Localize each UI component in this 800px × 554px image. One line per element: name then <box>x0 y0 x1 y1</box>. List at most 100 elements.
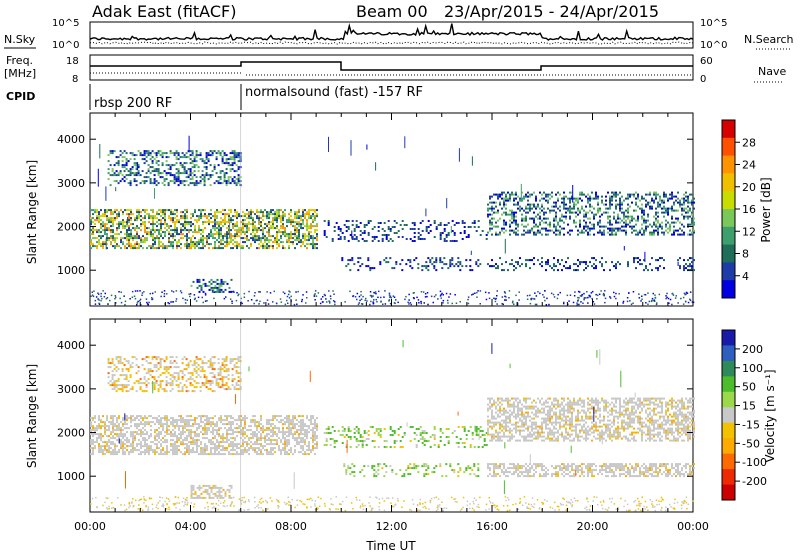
echo-cell <box>292 435 294 438</box>
echo-cell <box>206 421 208 424</box>
echo-cell <box>599 231 601 234</box>
echo-cell <box>417 267 420 270</box>
echo-cell <box>627 203 629 206</box>
echo-cell <box>663 231 665 234</box>
echo-cell <box>234 233 236 236</box>
echo-cell <box>186 237 188 240</box>
echo-cell <box>529 294 531 297</box>
echo-cell <box>200 421 202 424</box>
echo-cell <box>274 239 276 242</box>
echo-cell <box>228 415 230 418</box>
echo-cell <box>216 231 218 234</box>
echo-cell <box>445 240 448 242</box>
echo-cell <box>250 223 252 226</box>
echo-cell <box>534 292 536 294</box>
echo-cell <box>177 158 180 161</box>
echo-cell <box>198 453 200 456</box>
echo-cell <box>100 299 102 302</box>
echo-cell <box>280 235 282 238</box>
echo-streak <box>677 261 679 266</box>
echo-cell <box>488 292 490 294</box>
echo-cell <box>100 231 102 234</box>
echo-cell <box>145 176 148 179</box>
echo-cell <box>156 213 158 216</box>
nsky-panel: N.Sky 10^5 10^0 10^5 10^0 N.Search <box>4 18 794 51</box>
echo-cell <box>203 182 206 185</box>
echo-cell <box>164 215 166 218</box>
echo-cell <box>599 225 601 228</box>
echo-cell <box>116 233 118 236</box>
echo-cell <box>152 235 154 238</box>
echo-cell <box>504 295 506 298</box>
echo-cell <box>518 299 520 301</box>
echo-cell <box>647 292 649 294</box>
echo-cell <box>296 231 298 234</box>
echo-cell <box>178 445 180 448</box>
echo-cell <box>685 300 687 303</box>
echo-cell <box>186 425 188 428</box>
echo-cell <box>220 221 222 224</box>
echo-cell <box>238 213 240 216</box>
echo-cell <box>583 297 586 299</box>
echo-cell <box>495 211 497 214</box>
echo-cell <box>357 261 360 264</box>
echo-cell <box>477 265 480 268</box>
echo-cell <box>288 417 290 420</box>
echo-cell <box>236 419 238 422</box>
echo-cell <box>124 237 126 240</box>
echo-cell <box>194 441 196 444</box>
echo-cell <box>144 229 146 232</box>
echo-cell <box>204 213 206 216</box>
echo-cell <box>639 263 641 266</box>
echo-cell <box>274 211 276 214</box>
echo-cell <box>449 240 452 242</box>
echo-cell <box>643 211 645 214</box>
echo-cell <box>258 239 260 242</box>
echo-cell <box>537 217 539 220</box>
echo-cell <box>126 235 128 238</box>
echo-cell <box>489 223 491 226</box>
echo-cell <box>157 160 160 163</box>
echo-cell <box>575 199 577 202</box>
echo-cell <box>180 233 182 236</box>
echo-cell <box>125 160 128 163</box>
echo-cell <box>127 170 130 173</box>
echo-cell <box>223 172 226 175</box>
echo-cell <box>205 166 208 169</box>
echo-cell <box>170 209 172 212</box>
echo-cell <box>308 235 310 238</box>
echo-cell <box>194 431 196 434</box>
echo-cell <box>679 201 681 204</box>
echo-cell <box>533 219 535 222</box>
echo-cell <box>631 201 633 204</box>
echo-cell <box>274 227 276 230</box>
echo-cell <box>112 239 114 242</box>
echo-cell <box>459 269 462 272</box>
echo-cell <box>220 419 222 422</box>
echo-cell <box>585 213 587 216</box>
echo-cell <box>687 223 689 226</box>
echo-cell <box>597 197 599 200</box>
echo-cell <box>195 184 198 187</box>
echo-cell <box>206 447 208 450</box>
echo-cell <box>413 228 416 230</box>
echo-cell <box>216 453 218 456</box>
echo-cell <box>258 235 260 238</box>
echo-cell <box>129 174 132 177</box>
echo-cell <box>222 243 224 246</box>
echo-cell <box>206 427 208 430</box>
echo-cell <box>278 245 280 248</box>
echo-cell <box>130 451 132 454</box>
echo-cell <box>435 257 438 260</box>
echo-cell <box>138 433 140 436</box>
echo-cell <box>191 154 194 157</box>
echo-cell <box>174 431 176 434</box>
echo-cell <box>254 227 256 230</box>
echo-cell <box>316 243 318 246</box>
echo-cell <box>148 217 150 220</box>
echo-cell <box>615 219 617 222</box>
echo-cell <box>102 421 104 424</box>
echo-cell <box>589 221 591 224</box>
echo-cell <box>116 209 118 212</box>
echo-cell <box>401 259 404 262</box>
